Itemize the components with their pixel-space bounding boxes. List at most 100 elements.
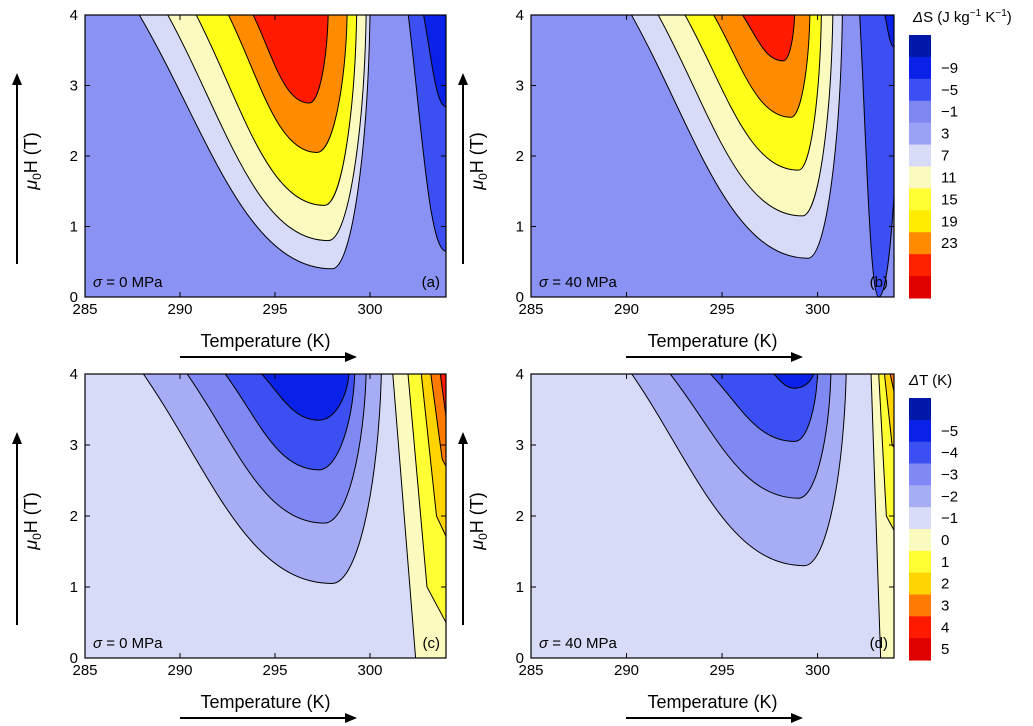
y-axis-arrow-head xyxy=(12,73,22,85)
x-tick-label: 285 xyxy=(518,662,543,679)
y-label-rest: H (T) xyxy=(21,132,41,173)
colorbar-swatch xyxy=(909,78,931,102)
y-label-sub: 0 xyxy=(476,173,490,180)
x-axis-label: Temperature (K) xyxy=(647,692,777,712)
colorbar-swatch xyxy=(909,122,931,146)
y-tick-label: 1 xyxy=(516,579,524,596)
stress-annotation: σ = 40 MPa xyxy=(539,635,617,652)
colorbar-title: ΔT (K) xyxy=(908,372,952,389)
x-axis-arrow-head xyxy=(345,713,357,723)
x-tick-label: 295 xyxy=(262,662,287,679)
colorbar-title-sup2: −1 xyxy=(995,8,1007,19)
y-tick-label: 4 xyxy=(70,366,78,383)
x-axis-label: Temperature (K) xyxy=(200,331,330,351)
colorbar-title-mid: K xyxy=(981,9,995,26)
x-axis-arrow-head xyxy=(345,352,357,362)
colorbar-swatch xyxy=(909,529,931,552)
y-axis-label: μ0H (T) xyxy=(21,492,44,551)
plot-area-d xyxy=(531,372,899,658)
y-axis-arrow-head xyxy=(458,432,468,444)
y-tick-label: 3 xyxy=(70,78,78,95)
sigma-symbol: σ xyxy=(93,635,103,652)
colorbar-swatch xyxy=(909,398,931,421)
colorbar-swatch xyxy=(909,232,931,255)
x-tick-label: 290 xyxy=(614,662,639,679)
colorbar-tick-label: −9 xyxy=(941,60,958,77)
x-tick-label: 295 xyxy=(710,301,735,318)
colorbar-tick-label: −5 xyxy=(941,423,958,440)
y-tick-label: 0 xyxy=(516,289,524,306)
x-axis-arrow-head xyxy=(791,352,803,362)
colorbar-tick-label: 2 xyxy=(941,576,949,593)
stress-annotation: σ = 40 MPa xyxy=(539,274,617,291)
colorbar-swatch xyxy=(909,100,931,124)
contour-level-neg5 xyxy=(423,15,446,108)
colorbar-swatch xyxy=(909,56,931,80)
x-tick-label: 285 xyxy=(72,301,97,318)
colorbar-title: ΔS (J kg−1 K−1) xyxy=(912,8,1012,26)
y-label-mu: μ xyxy=(21,540,41,551)
y-tick-label: 1 xyxy=(70,579,78,596)
stress-annotation: σ = 0 MPa xyxy=(93,274,163,291)
colorbar-tick-label: 1 xyxy=(941,554,949,571)
panel-label: (b) xyxy=(870,274,888,291)
x-tick-label: 285 xyxy=(518,301,543,318)
x-tick-label: 290 xyxy=(167,662,192,679)
colorbar-title-text: T (K) xyxy=(919,372,952,389)
colorbar-swatch xyxy=(909,507,931,530)
contour-level-neg4 xyxy=(260,374,350,421)
panel-label: (c) xyxy=(423,635,441,652)
colorbar-tick-label: −5 xyxy=(941,82,958,99)
colorbar-tick-label: 15 xyxy=(941,191,958,208)
stress-value: = 0 MPa xyxy=(102,635,163,652)
panel-label: (a) xyxy=(422,274,440,291)
y-tick-label: 1 xyxy=(516,219,524,236)
colorbar-swatch xyxy=(909,276,931,299)
y-tick-label: 2 xyxy=(70,148,78,165)
y-tick-label: 2 xyxy=(70,508,78,525)
x-tick-label: 300 xyxy=(805,301,830,318)
y-tick-label: 3 xyxy=(516,78,524,95)
stress-annotation: σ = 0 MPa xyxy=(93,635,163,652)
y-label-mu: μ xyxy=(467,180,487,191)
panel-label: (d) xyxy=(870,635,888,652)
colorbar-tick-label: −3 xyxy=(941,466,958,483)
colorbar-swatch xyxy=(909,144,931,167)
colorbar-title-close: ) xyxy=(1007,9,1012,26)
colorbar-swatch xyxy=(909,638,931,661)
colorbar-title-sup1: −1 xyxy=(970,8,982,19)
y-axis-label: μ0H (T) xyxy=(21,132,44,191)
colorbar-title-text: S (J kg xyxy=(923,9,970,26)
positive-band-5 xyxy=(895,372,899,385)
colorbar-dT: −5 −4 −3 −2 −1 0 1 2 3 4 5 ΔT (K) xyxy=(908,372,958,661)
colorbar-title-symbol: Δ xyxy=(908,372,919,389)
x-axis-arrow-head xyxy=(791,713,803,723)
colorbar-tick-label: −2 xyxy=(941,488,958,505)
stress-value: = 40 MPa xyxy=(548,635,617,652)
y-label-sub: 0 xyxy=(30,173,44,180)
x-axis-label: Temperature (K) xyxy=(200,692,330,712)
x-tick-label: 295 xyxy=(710,662,735,679)
colorbar-swatch xyxy=(909,550,931,574)
plot-area-a xyxy=(85,15,446,297)
contour-level-neg4 xyxy=(773,374,814,389)
colorbar-title-symbol: Δ xyxy=(912,9,923,26)
y-axis-arrow-head xyxy=(12,432,22,444)
colorbar-swatch xyxy=(909,441,931,464)
colorbar-tick-label: 0 xyxy=(941,532,949,549)
y-tick-label: 0 xyxy=(70,650,78,667)
colorbar-tick-label: −1 xyxy=(941,104,958,121)
colorbar-swatch xyxy=(909,594,931,617)
stress-value: = 0 MPa xyxy=(102,274,163,291)
colorbar-tick-label: 7 xyxy=(941,148,949,165)
positive-band-4 xyxy=(889,374,894,395)
x-tick-label: 300 xyxy=(805,662,830,679)
sigma-symbol: σ xyxy=(539,274,549,291)
y-axis-label: μ0H (T) xyxy=(467,132,490,191)
colorbar-tick-label: 19 xyxy=(941,213,958,230)
colorbar-swatch xyxy=(909,210,931,233)
y-tick-label: 4 xyxy=(70,7,78,24)
contour-level-neg3 xyxy=(709,374,818,442)
